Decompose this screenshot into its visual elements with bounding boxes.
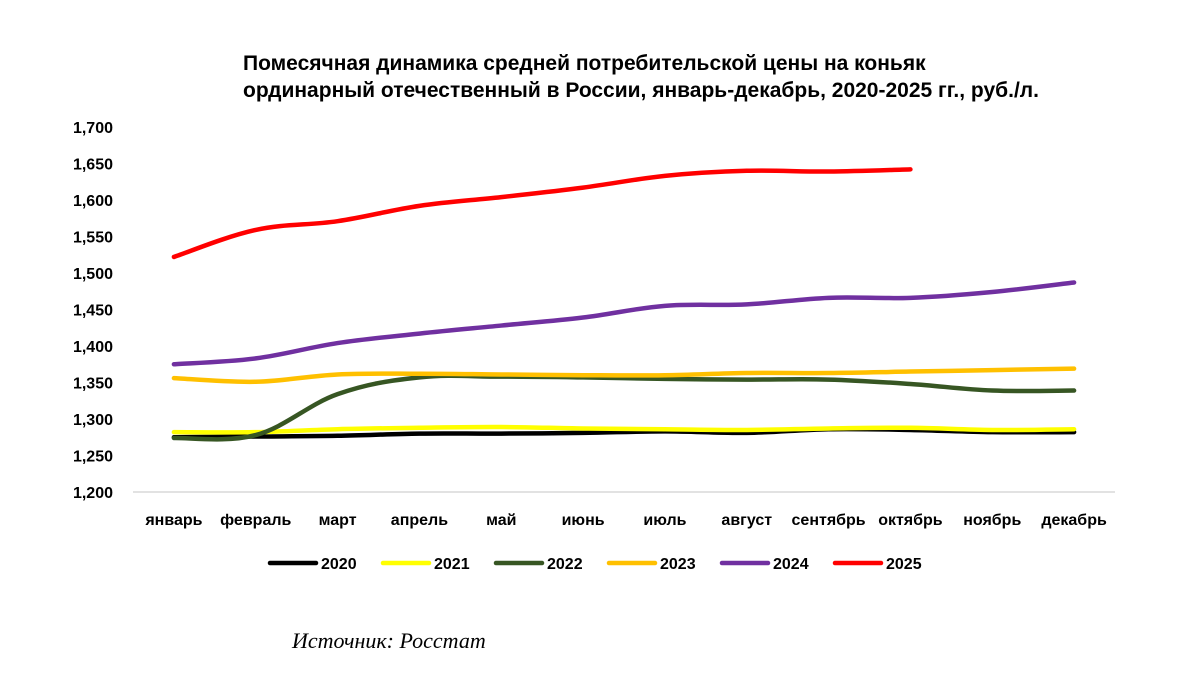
chart-title: Помесячная динамика средней потребительс… <box>243 50 1183 104</box>
y-tick-label: 1,200 <box>73 485 113 502</box>
source-note: Источник: Росстат <box>292 628 486 653</box>
y-tick-label: 1,450 <box>73 303 113 320</box>
series-line-2021 <box>171 424 1077 435</box>
y-tick-label: 1,700 <box>73 120 113 137</box>
x-tick-label: сентябрь <box>792 512 866 529</box>
chart-title-line-1: Помесячная динамика средней потребительс… <box>243 52 926 75</box>
x-tick-label: февраль <box>220 512 291 529</box>
chart-legend: 2020 2021 2022 2023 2024 2025 <box>267 556 922 573</box>
legend-label-2025: 2025 <box>886 556 922 573</box>
x-tick-label: июль <box>643 512 686 529</box>
series-line-2023 <box>171 366 1077 385</box>
y-tick-label: 1,650 <box>73 157 113 174</box>
chart-axes: 1,200 1,250 1,300 1,350 1,400 1,450 1,500 1,550… <box>73 120 1115 529</box>
y-tick-label: 1,250 <box>73 449 113 466</box>
legend-label-2020: 2020 <box>321 556 357 573</box>
x-tick-label: январь <box>144 512 202 529</box>
x-tick-label: октябрь <box>878 512 943 529</box>
y-tick-label: 1,350 <box>73 376 113 393</box>
legend-label-2023: 2023 <box>660 556 696 573</box>
x-tick-label: декабрь <box>1041 512 1107 529</box>
x-tick-label: апрель <box>391 512 448 529</box>
x-tick-label: март <box>319 512 357 529</box>
series-line-2024 <box>171 280 1077 367</box>
chart-title-line-2: ординарный отечественный в России, январ… <box>243 79 1039 102</box>
x-tick-label: июнь <box>562 512 605 529</box>
y-tick-label: 1,300 <box>73 412 113 429</box>
y-tick-label: 1,500 <box>73 266 113 283</box>
x-tick-label: август <box>721 512 772 529</box>
series-line-2022 <box>171 373 1077 442</box>
x-tick-label: май <box>486 512 516 529</box>
y-tick-label: 1,550 <box>73 230 113 247</box>
x-tick-label: ноябрь <box>963 512 1021 529</box>
series-line-2025 <box>171 167 913 260</box>
legend-label-2024: 2024 <box>773 556 809 573</box>
legend-label-2021: 2021 <box>434 556 470 573</box>
y-tick-label: 1,400 <box>73 339 113 356</box>
y-tick-label: 1,600 <box>73 193 113 210</box>
legend-label-2022: 2022 <box>547 556 583 573</box>
chart-series-lines <box>171 167 1077 442</box>
